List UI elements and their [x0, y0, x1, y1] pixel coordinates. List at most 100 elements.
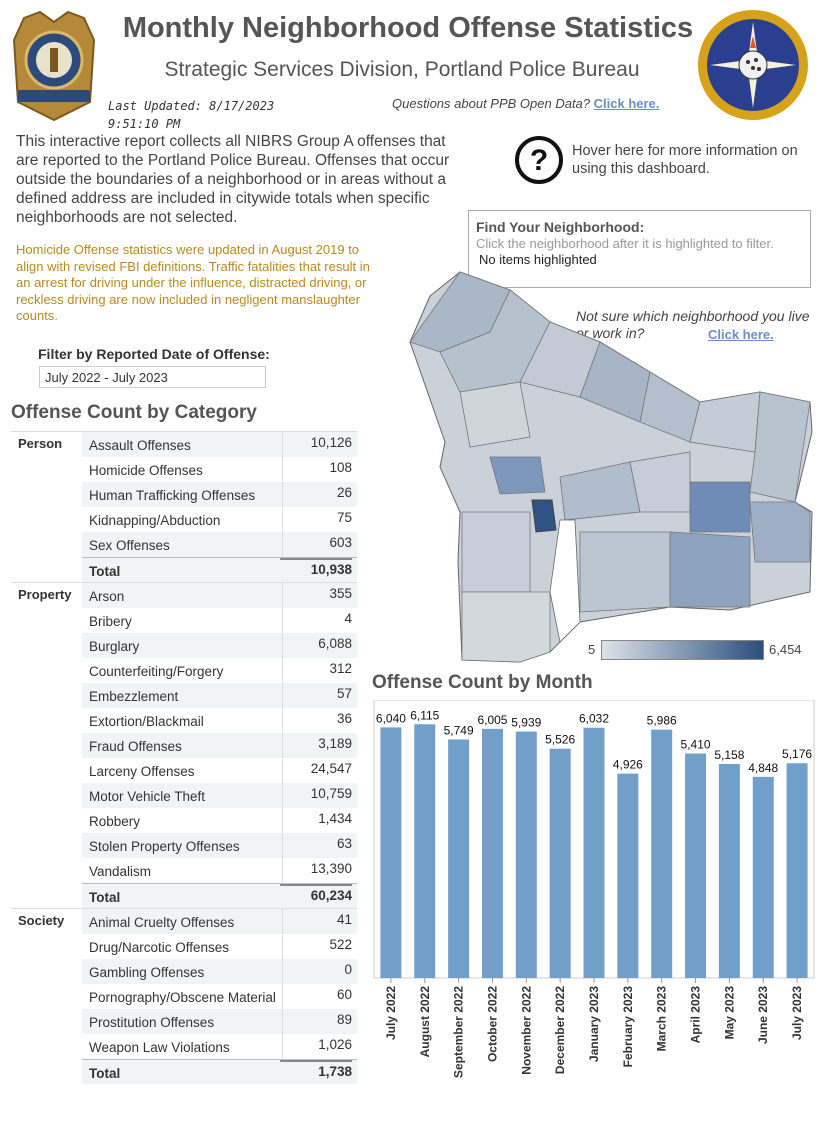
open-data-text: Questions about PPB Open Data? — [392, 96, 591, 111]
table-row[interactable]: Prostitution Offenses 89 — [82, 1009, 357, 1034]
chart-data-label: 6,115 — [410, 708, 439, 722]
x-tick-label: May 2023 — [722, 986, 736, 1040]
open-data-link[interactable]: Click here. — [593, 96, 660, 111]
x-tick-label: August 2022 — [418, 986, 432, 1058]
chart-bar[interactable] — [685, 753, 707, 978]
page-subtitle: Strategic Services Division, Portland Po… — [164, 58, 640, 81]
chart-bar[interactable] — [718, 763, 740, 978]
row-label: Vandalism — [89, 864, 152, 879]
monthly-bar-chart: 6,040 July 2022 6,115 August 2022 5,749 Septe… — [373, 700, 815, 1078]
table-row[interactable]: Burglary 6,088 — [82, 633, 357, 658]
row-label: Burglary — [89, 639, 140, 654]
row-value: 41 — [336, 912, 352, 927]
page-title: Monthly Neighborhood Offense Statistics — [122, 12, 694, 44]
table-row[interactable]: Motor Vehicle Theft 10,759 — [82, 783, 357, 808]
row-label: Human Trafficking Offenses — [89, 488, 256, 503]
row-label: Bribery — [89, 614, 132, 629]
table-row[interactable]: Robbery 1,434 — [82, 808, 357, 833]
row-label: Prostitution Offenses — [89, 1015, 215, 1030]
row-value: 108 — [329, 460, 352, 475]
chart-data-label: 5,939 — [511, 716, 541, 730]
table-row[interactable]: Counterfeiting/Forgery 312 — [82, 658, 357, 683]
table-row[interactable]: Extortion/Blackmail 36 — [82, 708, 357, 733]
row-value: 3,189 — [318, 736, 352, 751]
chart-bar[interactable] — [448, 739, 470, 978]
total-label: Total — [89, 1066, 121, 1081]
group-name: Property — [18, 587, 72, 602]
x-tick-label: July 2023 — [790, 986, 804, 1040]
chart-bar[interactable] — [414, 724, 436, 978]
chart-bar[interactable] — [583, 727, 605, 978]
chart-bar[interactable] — [651, 729, 673, 978]
row-label: Animal Cruelty Offenses — [89, 915, 235, 930]
chart-bar[interactable] — [380, 727, 402, 978]
chart-data-label: 4,848 — [748, 761, 778, 775]
table-row[interactable]: Embezzlement 57 — [82, 683, 357, 708]
total-label: Total — [89, 890, 121, 905]
table-row[interactable]: Human Trafficking Offenses 26 — [82, 482, 357, 507]
chart-bar[interactable] — [786, 763, 808, 978]
table-row[interactable]: Homicide Offenses 108 — [82, 457, 357, 482]
row-label: Counterfeiting/Forgery — [89, 664, 224, 679]
table-row[interactable]: Pornography/Obscene Material 60 — [82, 984, 357, 1009]
find-neighborhood-value[interactable]: No items highlighted — [479, 252, 597, 267]
chart-bar[interactable] — [549, 748, 571, 978]
legend-min-label: 5 — [588, 642, 596, 657]
table-row[interactable]: Vandalism 13,390 — [82, 858, 357, 883]
row-value: 13,390 — [310, 861, 352, 876]
color-legend-bar — [601, 640, 764, 660]
chart-data-label: 5,410 — [681, 738, 711, 752]
table-group-property: Property Arson 355 Bribery 4 Burglary 6,088… — [11, 582, 357, 908]
x-tick-label: March 2023 — [655, 986, 669, 1052]
group-name: Person — [18, 436, 63, 451]
row-value: 24,547 — [310, 761, 352, 776]
not-sure-text: Not sure which neighborhood you live or … — [576, 308, 810, 341]
table-group-person: Person Assault Offenses 10,126 Homicide O… — [11, 431, 357, 582]
last-updated-date: Last Updated: 8/17/2023 — [108, 99, 275, 113]
row-value: 63 — [336, 836, 352, 851]
chart-data-label: 6,032 — [579, 712, 609, 726]
table-row[interactable]: Gambling Offenses 0 — [82, 959, 357, 984]
row-label: Arson — [89, 589, 125, 604]
table-row[interactable]: Animal Cruelty Offenses 41 — [82, 909, 357, 934]
x-tick-label: January 2023 — [587, 986, 601, 1062]
table-row[interactable]: Larceny Offenses 24,547 — [82, 758, 357, 783]
x-tick-label: July 2022 — [384, 986, 398, 1040]
table-row[interactable]: Arson 355 — [82, 583, 357, 608]
x-tick-label: December 2022 — [553, 986, 567, 1074]
question-circle-icon[interactable]: ? — [514, 135, 564, 185]
table-row[interactable]: Sex Offenses 603 — [82, 532, 357, 557]
intro-text: This interactive report collects all NIB… — [16, 133, 450, 226]
chart-bar[interactable] — [752, 776, 774, 978]
chart-data-label: 5,176 — [782, 747, 812, 761]
table-row[interactable]: Weapon Law Violations 1,026 — [82, 1034, 357, 1059]
chart-bar[interactable] — [617, 773, 639, 978]
row-label: Drug/Narcotic Offenses — [89, 940, 230, 955]
neighborhood-map[interactable] — [400, 262, 818, 668]
row-value: 603 — [329, 535, 352, 550]
group-name: Society — [18, 913, 65, 928]
chart-bar[interactable] — [515, 731, 537, 978]
total-value: 10,938 — [280, 558, 352, 577]
table-row[interactable]: Fraud Offenses 3,189 — [82, 733, 357, 758]
table-row[interactable]: Assault Offenses 10,126 — [82, 432, 357, 457]
row-label: Sex Offenses — [89, 538, 170, 553]
offense-table: Person Assault Offenses 10,126 Homicide O… — [11, 431, 357, 1084]
last-updated: Last Updated: 8/17/2023 9:51:10 PM — [108, 97, 308, 133]
chart-data-label: 5,526 — [545, 733, 575, 747]
table-row[interactable]: Bribery 4 — [82, 608, 357, 633]
last-updated-time: 9:51:10 PM — [108, 117, 181, 131]
not-sure-link[interactable]: Click here. — [708, 327, 774, 342]
row-value: 26 — [336, 485, 352, 500]
date-filter-input[interactable]: July 2022 - July 2023 — [39, 366, 266, 388]
table-row[interactable]: Kidnapping/Abduction 75 — [82, 507, 357, 532]
svg-text:?: ? — [530, 144, 548, 177]
row-value: 75 — [336, 510, 352, 525]
table-row[interactable]: Drug/Narcotic Offenses 522 — [82, 934, 357, 959]
table-row[interactable]: Stolen Property Offenses 63 — [82, 833, 357, 858]
total-label: Total — [89, 564, 121, 579]
chart-bar[interactable] — [481, 728, 503, 978]
row-value: 10,126 — [310, 435, 352, 450]
row-label: Kidnapping/Abduction — [89, 513, 221, 528]
find-neighborhood-box[interactable]: Find Your Neighborhood: Click the neighb… — [468, 210, 811, 288]
